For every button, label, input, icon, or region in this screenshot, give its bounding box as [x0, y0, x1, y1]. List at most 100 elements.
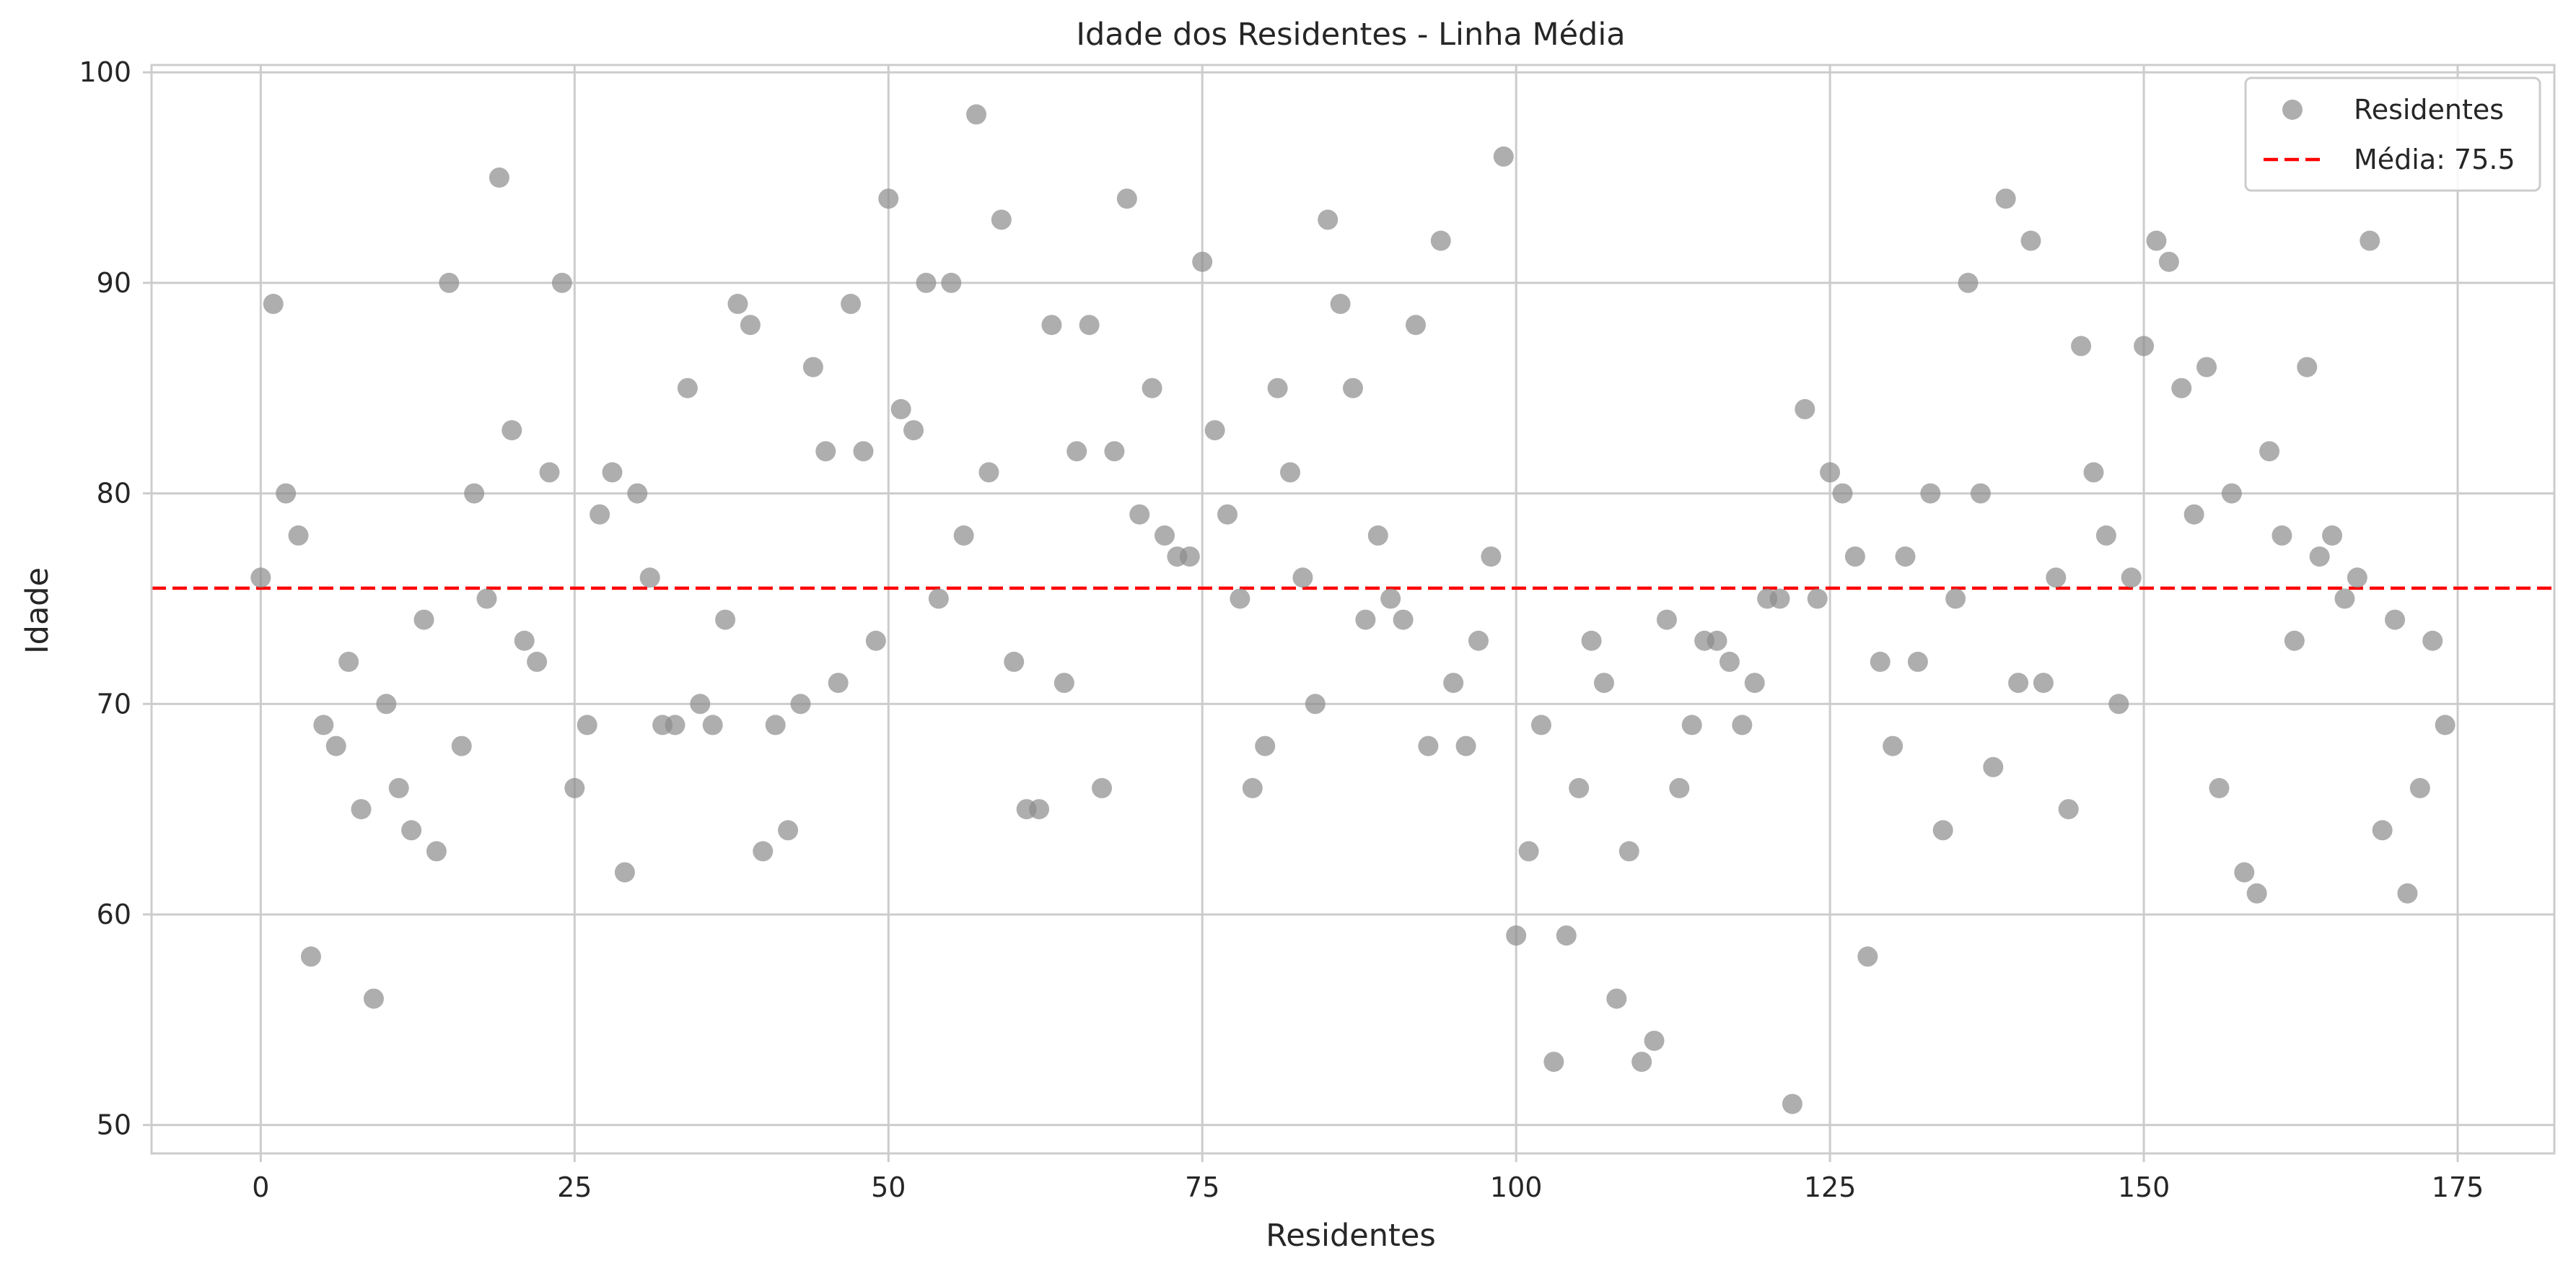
data-point	[1318, 209, 1339, 230]
data-point	[1104, 441, 1125, 462]
y-tick-label: 80	[97, 478, 131, 510]
data-point	[1129, 504, 1150, 525]
data-point	[614, 862, 635, 883]
data-point	[1593, 673, 1614, 694]
data-point	[1393, 609, 1414, 630]
data-point	[1820, 462, 1841, 483]
data-point	[2008, 673, 2029, 694]
data-point	[1732, 715, 1753, 735]
data-point	[2134, 336, 2155, 357]
data-point	[602, 462, 623, 483]
data-point	[539, 462, 560, 483]
data-point	[1217, 504, 1238, 525]
data-point	[740, 315, 761, 336]
data-point	[677, 377, 698, 398]
grid-layer	[152, 65, 2554, 1153]
data-point	[2234, 862, 2255, 883]
data-point	[1618, 841, 1639, 862]
data-point	[376, 694, 397, 715]
data-point	[1430, 230, 1451, 251]
data-point	[1029, 799, 1050, 820]
data-point	[338, 651, 359, 672]
data-point	[1707, 630, 1727, 651]
data-point	[1204, 420, 1225, 441]
y-axis-label: Idade	[19, 567, 56, 654]
legend-marker-residentes	[2282, 100, 2303, 120]
data-point	[1681, 715, 1702, 735]
data-point	[288, 525, 309, 546]
data-point	[325, 735, 346, 756]
data-point	[2435, 715, 2455, 735]
data-point	[2422, 630, 2443, 651]
data-point	[476, 588, 497, 609]
data-point	[313, 715, 334, 735]
data-point	[1543, 1052, 1564, 1073]
data-point	[2259, 441, 2280, 462]
data-point	[928, 588, 949, 609]
data-point	[1995, 188, 2016, 209]
data-point	[1041, 315, 1062, 336]
data-point	[1844, 546, 1865, 567]
data-point	[351, 799, 372, 820]
data-point	[2209, 777, 2230, 798]
y-tick-label: 60	[97, 899, 131, 930]
data-point	[2372, 820, 2393, 841]
data-point	[966, 104, 987, 125]
data-point	[1518, 841, 1539, 862]
data-point	[1116, 188, 1137, 209]
data-point	[1418, 735, 1439, 756]
data-point	[878, 188, 899, 209]
data-point	[2020, 230, 2041, 251]
data-point	[464, 483, 485, 504]
data-point	[1530, 715, 1551, 735]
data-point	[790, 694, 811, 715]
data-point	[1983, 756, 2004, 777]
data-point	[1066, 441, 1087, 462]
y-tick-label: 70	[97, 688, 131, 720]
data-point	[1581, 630, 1602, 651]
points-layer	[250, 104, 2455, 1114]
data-point	[978, 462, 999, 483]
data-point	[1744, 673, 1765, 694]
data-point	[1644, 1030, 1665, 1051]
data-point	[1179, 546, 1200, 567]
data-point	[690, 694, 711, 715]
data-point	[2334, 588, 2355, 609]
data-point	[363, 988, 384, 1009]
data-point	[828, 673, 849, 694]
data-point	[263, 294, 284, 315]
data-point	[903, 420, 924, 441]
data-point	[1920, 483, 1941, 504]
data-point	[2284, 630, 2305, 651]
data-point	[1455, 735, 1476, 756]
data-point	[2271, 525, 2292, 546]
data-point	[639, 567, 660, 588]
data-point	[501, 420, 522, 441]
data-point	[1556, 925, 1577, 946]
data-point	[1192, 251, 1213, 272]
data-point	[2347, 567, 2367, 588]
data-point	[1669, 777, 1690, 798]
data-point	[451, 735, 472, 756]
data-point	[1958, 272, 1979, 293]
data-point	[1932, 820, 1953, 841]
x-tick-label: 175	[2432, 1171, 2484, 1203]
data-point	[2246, 883, 2267, 904]
data-point	[2385, 609, 2406, 630]
data-point	[2309, 546, 2330, 567]
chart-title: Idade dos Residentes - Linha Média	[1076, 17, 1625, 53]
data-point	[577, 715, 597, 735]
x-tick-label: 0	[252, 1171, 269, 1203]
data-point	[1280, 462, 1301, 483]
data-point	[1330, 294, 1351, 315]
data-point	[250, 567, 271, 588]
data-point	[439, 272, 460, 293]
legend-label-media: Média: 75.5	[2354, 144, 2515, 175]
data-point	[1907, 651, 1928, 672]
data-point	[715, 609, 736, 630]
data-point	[916, 272, 937, 293]
data-point	[1443, 673, 1464, 694]
data-point	[401, 820, 422, 841]
data-point	[1343, 377, 1363, 398]
